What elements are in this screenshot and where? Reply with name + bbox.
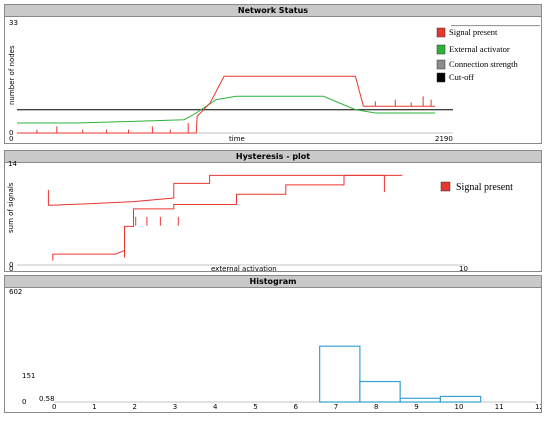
series-signal-present xyxy=(17,75,436,134)
x-tick-label: 2190 xyxy=(435,135,453,143)
y-tick-label: 151 xyxy=(22,372,35,380)
y-axis-label: sum of signals xyxy=(7,182,15,233)
legend-label: Signal present xyxy=(449,27,498,37)
legend-swatch xyxy=(436,27,446,38)
y-tick-label: 33 xyxy=(9,19,18,27)
annotation: 0.58 xyxy=(39,395,55,403)
x-tick-label: 1 xyxy=(92,403,96,411)
network-status-panel: Network Status 33 0 0 2190 time number of nod… xyxy=(4,4,542,144)
histogram-bar xyxy=(399,397,441,403)
x-tick-label: 0 xyxy=(9,135,13,143)
series-signal-present xyxy=(52,174,403,261)
x-tick-label: 9 xyxy=(414,403,418,411)
legend-swatch xyxy=(436,44,446,55)
hysteresis-title: Hysteresis - plot xyxy=(5,151,541,163)
legend-label: Connection strength xyxy=(449,59,518,69)
x-tick-label: 3 xyxy=(173,403,177,411)
series-external-activator xyxy=(17,95,436,124)
x-tick-label: 0 xyxy=(9,265,13,271)
x-tick-label: 4 xyxy=(213,403,218,411)
x-tick-label: 0 xyxy=(52,403,56,411)
legend-swatch xyxy=(440,181,451,192)
legend-label: Cut-off xyxy=(449,72,474,82)
legend-swatch xyxy=(436,59,446,70)
histogram-bar xyxy=(319,345,361,403)
y-tick-label: 0 xyxy=(22,398,26,406)
histogram-title: Histogram xyxy=(5,276,541,288)
x-tick-label: 10 xyxy=(455,403,464,411)
histogram-bar xyxy=(439,395,482,403)
x-tick-label: 11 xyxy=(495,403,504,411)
network-status-chart: 33 00 2190 time number of nodes Signal presen… xyxy=(8,19,540,143)
x-tick-label: 5 xyxy=(253,403,257,411)
y-tick-label: 0 xyxy=(9,261,13,269)
x-tick-label: 12 xyxy=(535,403,541,411)
histogram-bar xyxy=(359,380,401,403)
x-axis-label: time xyxy=(229,135,245,143)
legend-label: External activator xyxy=(449,44,510,54)
y-tick-label: 0 xyxy=(9,129,13,137)
legend-label: Signal present xyxy=(456,182,513,193)
x-tick-label: 8 xyxy=(374,403,378,411)
x-tick-label: 2 xyxy=(133,403,137,411)
y-axis-label: number of nodes xyxy=(8,45,16,105)
y-tick-label: 14 xyxy=(8,160,17,168)
x-tick-label: 7 xyxy=(334,403,338,411)
x-tick-label: 10 xyxy=(459,265,468,271)
x-axis-label: external activation xyxy=(211,265,277,271)
network-status-title: Network Status xyxy=(5,5,541,17)
series-signal-present-upper xyxy=(47,174,385,206)
y-tick-label: 602 xyxy=(9,288,22,296)
legend-swatch xyxy=(436,72,446,83)
x-tick-label: 6 xyxy=(294,403,299,411)
hysteresis-panel: Hysteresis - plot 14 0 0 10 external activat… xyxy=(4,150,542,272)
